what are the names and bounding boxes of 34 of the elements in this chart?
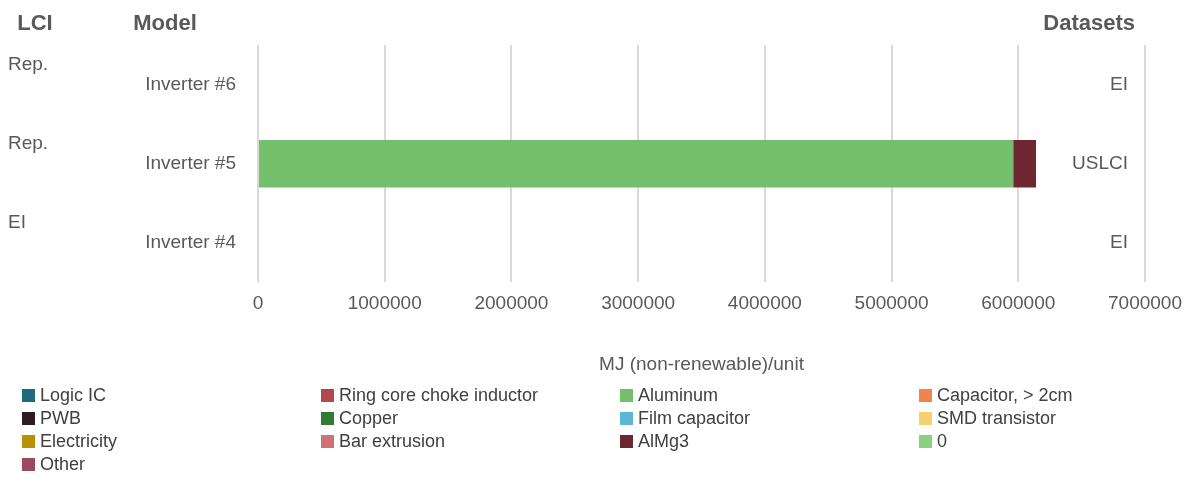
x-tick-label: 7000000 [1108, 292, 1182, 314]
legend-label: Other [40, 454, 86, 475]
legend-label: Aluminum [638, 385, 719, 406]
text: Rep. [8, 52, 49, 74]
legend-label: AlMg3 [638, 431, 690, 452]
text: Rep. [8, 131, 49, 153]
x-tick-label: 6000000 [981, 292, 1056, 314]
legend-label: 0 [937, 431, 948, 452]
x-tick-label: 4000000 [727, 292, 802, 314]
legend-label: Electricity [40, 431, 118, 452]
x-tick-label: 0 [252, 292, 264, 314]
annotation: EI [1110, 231, 1128, 253]
legend-label: Ring core choke inductor [339, 385, 539, 406]
text: LCI [17, 10, 53, 36]
legend-label: SMD transistor [937, 408, 1057, 429]
text: Model [133, 10, 197, 36]
legend-label: PWB [40, 408, 82, 429]
annotation: USLCI [1072, 151, 1128, 173]
y-tick-label: Inverter #5 [145, 151, 236, 173]
legend-label: Copper [339, 408, 399, 429]
x-tick-label: 2000000 [474, 292, 549, 314]
x-tick-label: 3000000 [601, 292, 676, 314]
legend-label: Capacitor, > 2cm [937, 385, 1073, 406]
legend-label: Logic IC [40, 385, 107, 406]
annotation: EI [1110, 72, 1128, 94]
legend-label: Bar extrusion [339, 431, 446, 452]
text: EI [8, 211, 26, 233]
x-axis-title: MJ (non-renewable)/unit [599, 352, 805, 374]
y-tick-label: Inverter #6 [145, 72, 236, 94]
y-tick-label: Inverter #4 [145, 231, 237, 253]
legend-label: Film capacitor [638, 408, 751, 429]
x-tick-label: 5000000 [854, 292, 929, 314]
text: Datasets [1043, 10, 1135, 36]
x-tick-label: 1000000 [347, 292, 422, 314]
